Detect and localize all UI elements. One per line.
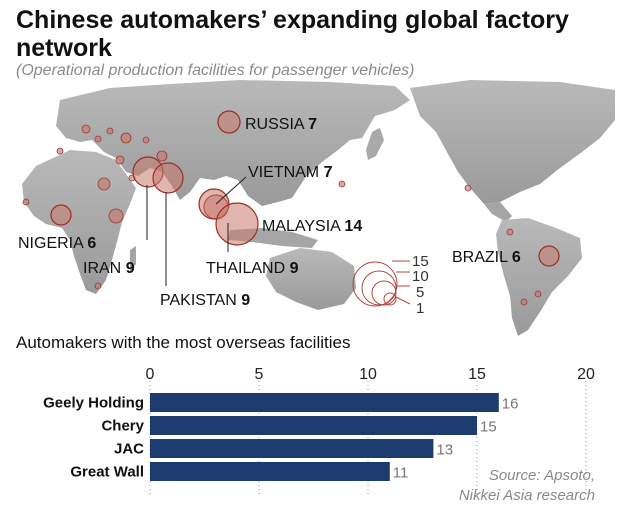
bubble-nigeria — [50, 204, 72, 226]
bar-chart-title: Automakers with the most overseas facili… — [16, 333, 351, 352]
bar-chart-bars: Geely Holding 16 Chery 15 JAC 13 Great Wall 11 — [43, 393, 518, 482]
label-malaysia: MALAYSIA 14 — [262, 218, 362, 235]
x-tick-label-1: 5 — [255, 366, 264, 383]
bar-3 — [150, 462, 390, 481]
legend-value-3: 1 — [416, 300, 424, 317]
category-label-0: Geely Holding — [43, 395, 144, 412]
bar-chart: 0 5 10 15 20 Geely Holding 16 Chery 15 JAC 13 Grea… — [43, 366, 595, 495]
value-label-2: 13 — [436, 442, 453, 459]
label-leader-lines — [146, 176, 247, 286]
legend-value-1: 10 — [412, 268, 429, 285]
bar-1 — [150, 416, 477, 435]
bar-0 — [150, 393, 499, 412]
bubble-malaysia — [215, 202, 259, 246]
bubble-size-legend — [352, 260, 411, 307]
value-label-0: 16 — [502, 396, 519, 413]
landmass-japan — [366, 128, 384, 160]
category-label-3: Great Wall — [70, 464, 144, 481]
x-tick-label-4: 20 — [577, 366, 595, 383]
landmass-madagascar — [130, 246, 136, 272]
bubble-brazil — [538, 245, 560, 267]
source-note: Source: Apsoto, Nikkei Asia research — [459, 466, 595, 506]
source-line-1: Source: Apsoto, — [488, 467, 595, 484]
label-brazil: BRAZIL 6 — [452, 249, 521, 266]
legend-value-2: 5 — [416, 284, 424, 301]
bubble-pakistan — [152, 162, 184, 194]
major-facility-bubbles — [50, 110, 560, 267]
x-tick-label-0: 0 — [146, 366, 155, 383]
category-label-1: Chery — [101, 418, 144, 435]
world-map: RUSSIA 7 VIETNAM 7 MALAYSIA 14 NIGERIA 6… — [0, 80, 623, 342]
value-label-3: 11 — [393, 465, 409, 482]
landmass-south-america — [496, 218, 582, 336]
bar-chart-x-ticks: 0 5 10 15 20 — [146, 366, 595, 383]
label-vietnam: VIETNAM 7 — [248, 164, 333, 181]
landmass-australia — [266, 248, 356, 310]
bar-2 — [150, 439, 434, 458]
landmass-eurasia — [56, 80, 410, 206]
x-tick-label-3: 15 — [468, 366, 486, 383]
category-label-2: JAC — [114, 441, 144, 458]
chart-title-main: Chinese automakers’ expanding global fac… — [16, 6, 569, 62]
chart-subtitle: (Operational production facilities for p… — [16, 62, 415, 79]
bubble-russia — [217, 110, 241, 134]
legend-value-0: 15 — [412, 253, 429, 270]
label-iran: IRAN 9 — [83, 260, 135, 277]
landmass-north-america — [410, 80, 615, 204]
world-map-svg: RUSSIA 7 VIETNAM 7 MALAYSIA 14 NIGERIA 6… — [18, 80, 615, 336]
label-thailand: THAILAND 9 — [206, 260, 299, 277]
x-tick-label-2: 10 — [359, 366, 377, 383]
label-pakistan: PAKISTAN 9 — [160, 292, 250, 309]
source-line-2: Nikkei Asia research — [458, 487, 595, 504]
label-russia: RUSSIA 7 — [245, 116, 317, 133]
bar-chart-grid — [149, 381, 587, 495]
label-nigeria: NIGERIA 6 — [18, 235, 96, 252]
landmass-central-america — [484, 202, 512, 222]
value-label-1: 15 — [480, 419, 497, 436]
